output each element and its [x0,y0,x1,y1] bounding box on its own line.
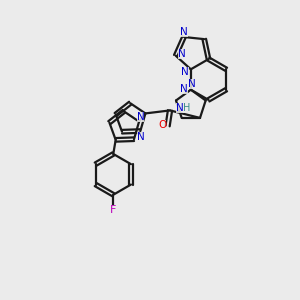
Text: N: N [181,67,189,77]
Text: N: N [137,112,144,122]
Text: N: N [178,50,186,59]
Text: N: N [180,83,188,94]
Text: O: O [158,120,166,130]
Text: N: N [176,103,184,112]
Text: N: N [137,132,145,142]
Text: N: N [188,79,196,89]
Text: F: F [110,206,116,215]
Text: N: N [180,27,188,37]
Text: H: H [183,103,190,112]
